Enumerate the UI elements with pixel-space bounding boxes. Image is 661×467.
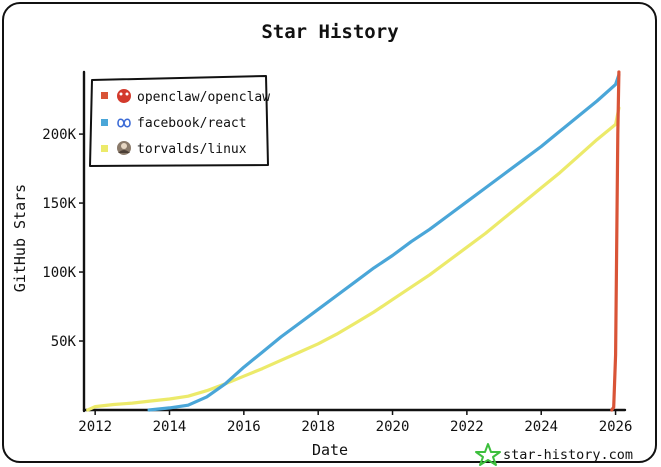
x-tick-label: 2012 (78, 419, 112, 435)
infinity-icon (117, 118, 131, 128)
series-line-linux (86, 106, 621, 412)
axis-ticks: 2012 2014 2016 2018 2020 2022 2024 2026 50K 100K 1… (42, 127, 632, 435)
y-tick-label: 100K (42, 265, 76, 281)
x-tick-label: 2026 (599, 419, 633, 435)
x-tick-label: 2014 (153, 419, 187, 435)
chart-axes (82, 70, 627, 413)
legend-label-react: facebook/react (137, 116, 247, 131)
legend-label-openclaw: openclaw/openclaw (137, 90, 270, 105)
chart-title: Star History (261, 21, 398, 43)
x-tick-label: 2022 (450, 419, 484, 435)
legend-swatch-react (101, 119, 108, 126)
x-axis-label: Date (312, 441, 348, 459)
legend-label-linux: torvalds/linux (137, 142, 247, 157)
linux-avatar-icon (117, 141, 131, 155)
y-tick-label: 150K (42, 196, 76, 212)
legend-box (89, 75, 269, 167)
y-axis-label: GitHub Stars (11, 184, 29, 292)
x-tick-label: 2016 (227, 419, 261, 435)
chart-series (86, 70, 621, 412)
series-line-openclaw (610, 70, 621, 412)
x-tick-label: 2020 (376, 419, 410, 435)
legend-swatch-openclaw (101, 92, 108, 99)
y-tick-label: 200K (42, 127, 76, 143)
x-tick-label: 2024 (524, 419, 558, 435)
red-octopus-avatar-icon (117, 89, 131, 103)
star-logo-icon (475, 443, 501, 466)
y-tick-label: 50K (51, 334, 77, 350)
series-line-react (147, 73, 621, 412)
legend-swatch-linux (101, 145, 108, 152)
x-tick-label: 2018 (301, 419, 335, 435)
brand-text: star-history.com (503, 447, 633, 463)
chart-legend: openclaw/openclaw facebook/react torvald… (89, 75, 270, 167)
star-history-brand: star-history.com (475, 443, 633, 466)
